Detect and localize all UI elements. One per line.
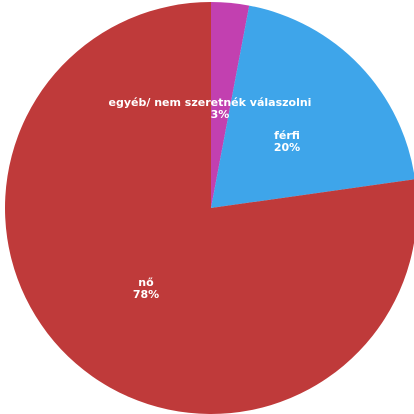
slice-label-other: egyéb/ nem szeretnék válaszolni <box>109 96 312 109</box>
slice-value-female: 78% <box>133 288 159 301</box>
slice-male <box>211 5 414 208</box>
slice-value-male: 20% <box>274 141 300 154</box>
pie-slices <box>5 2 414 414</box>
slice-label-female: nő <box>138 276 154 289</box>
slice-other <box>211 2 250 208</box>
slice-value-other: 3% <box>211 108 230 121</box>
pie-labels: egyéb/ nem szeretnék válaszolni 3% férfi… <box>109 96 312 301</box>
slice-female <box>5 2 414 414</box>
slice-label-male: férfi <box>274 129 300 142</box>
